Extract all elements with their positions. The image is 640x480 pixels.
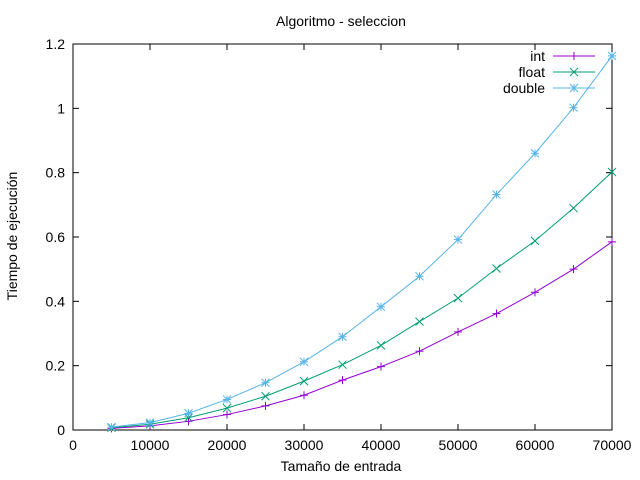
data-point: [415, 271, 424, 281]
data-point: [184, 417, 193, 426]
y-ticks: 0 0.2 0.4 0.6 0.8 1 1.2: [46, 36, 612, 438]
chart-title: Algoritmo - seleccion: [276, 13, 406, 29]
x-tick-label: 0: [69, 437, 77, 453]
data-point: [569, 83, 579, 93]
legend-label: double: [503, 80, 545, 96]
data-point: [222, 403, 232, 413]
data-point: [261, 391, 270, 401]
data-point: [569, 265, 578, 274]
data-point: [145, 418, 155, 427]
data-point: [492, 190, 501, 199]
data-point: [607, 51, 617, 61]
data-point: [376, 341, 386, 350]
data-point: [377, 362, 385, 371]
data-point: [492, 264, 501, 273]
x-tick-label: 40000: [362, 437, 401, 453]
series-line: [111, 241, 613, 429]
x-axis-label: Tamaño de entrada: [281, 458, 402, 474]
y-tick-label: 0.8: [46, 165, 66, 181]
data-point: [570, 52, 578, 60]
y-tick-label: 0.2: [46, 358, 66, 374]
x-tick-label: 60000: [516, 437, 555, 453]
y-tick-label: 1: [57, 100, 65, 116]
y-tick-label: 0: [57, 422, 65, 438]
x-tick-label: 20000: [208, 437, 247, 453]
series-float: [107, 167, 617, 433]
data-point: [569, 203, 578, 213]
data-point: [338, 360, 347, 370]
data-point: [223, 410, 231, 419]
y-axis-label: Tiempo de ejecución: [4, 172, 20, 301]
series-line: [111, 171, 613, 429]
y-tick-label: 1.2: [46, 36, 66, 52]
y-tick-label: 0.6: [46, 229, 66, 245]
legend-item: float: [519, 64, 595, 80]
data-point: [530, 149, 540, 158]
series-line: [111, 55, 613, 428]
data-point: [300, 391, 308, 400]
legend-item: double: [503, 80, 595, 96]
legend-label: float: [519, 64, 546, 80]
data-point: [184, 408, 193, 418]
data-point: [376, 302, 386, 312]
series-int: [107, 237, 616, 433]
y-tick-label: 0.4: [46, 293, 66, 309]
x-tick-label: 10000: [131, 437, 170, 453]
series-double: [107, 51, 617, 432]
data-point: [415, 347, 424, 356]
series-layer: [107, 51, 617, 433]
x-tick-label: 50000: [439, 437, 478, 453]
data-point: [453, 293, 463, 303]
data-point: [530, 236, 540, 246]
data-point: [299, 376, 309, 386]
data-point: [261, 378, 270, 388]
data-point: [454, 327, 462, 336]
x-tick-label: 30000: [285, 437, 324, 453]
data-point: [184, 413, 193, 423]
x-tick-label: 70000: [593, 437, 632, 453]
data-point: [608, 237, 616, 246]
data-point: [261, 401, 270, 410]
data-point: [492, 309, 501, 318]
data-point: [453, 235, 463, 244]
data-point: [338, 332, 347, 342]
data-point: [569, 67, 579, 77]
data-point: [107, 422, 116, 432]
data-point: [569, 103, 578, 113]
legend-item: int: [530, 48, 595, 64]
x-ticks: 0 10000 20000 30000 40000 50000 60000 70000: [69, 44, 632, 453]
data-point: [607, 167, 617, 177]
data-point: [531, 288, 539, 297]
data-point: [415, 317, 424, 326]
data-point: [338, 376, 347, 385]
legend-label: int: [530, 48, 545, 64]
data-point: [222, 395, 232, 404]
data-point: [299, 357, 309, 367]
